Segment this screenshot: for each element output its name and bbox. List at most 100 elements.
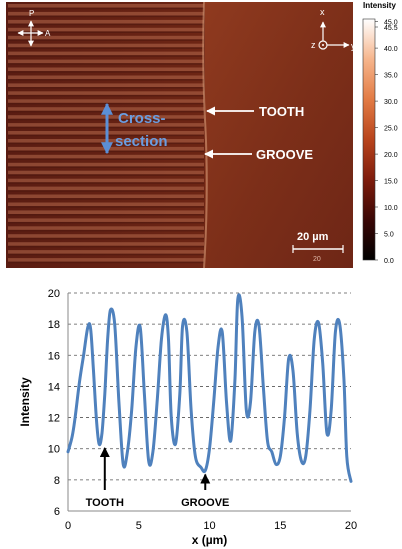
tooth-stripe bbox=[8, 261, 204, 264]
y-tick-label: 16 bbox=[48, 350, 60, 362]
groove-stripe bbox=[8, 4, 204, 8]
orientation-axes: x z y bbox=[311, 7, 356, 51]
cross-section-marker: Cross- section bbox=[101, 102, 168, 155]
colorbar-tick-label: 25.0 bbox=[384, 126, 398, 133]
colorbar: Intensity 45.545.0 40.0 35.0 30.0 25.0 20.0 15… bbox=[362, 1, 398, 265]
y-axis-label: y bbox=[351, 41, 356, 51]
tooth-stripe bbox=[8, 63, 204, 65]
groove-stripe bbox=[8, 99, 204, 103]
tooth-stripe bbox=[8, 198, 204, 200]
groove-stripe bbox=[8, 258, 204, 262]
x-tick-label: 15 bbox=[274, 520, 286, 532]
groove-stripe bbox=[8, 91, 204, 95]
z-axis-label: z bbox=[311, 40, 316, 50]
colorbar-tick-label: 35.0 bbox=[384, 73, 398, 80]
tooth-stripe bbox=[8, 47, 204, 49]
groove-stripe bbox=[8, 234, 204, 238]
tooth-stripe bbox=[8, 31, 204, 33]
tooth-stripe bbox=[8, 214, 204, 216]
tooth-stripe bbox=[8, 7, 204, 10]
x-axis-label: x bbox=[320, 7, 325, 17]
analyzer-label: A bbox=[45, 29, 51, 38]
tooth-stripe bbox=[8, 221, 204, 224]
groove-stripe bbox=[8, 170, 204, 175]
groove-stripe bbox=[8, 250, 204, 254]
tooth-stripe bbox=[8, 237, 204, 240]
groove-stripe bbox=[8, 43, 204, 48]
micrograph-annotations: TOOTH GROOVE bbox=[204, 104, 313, 162]
tooth-stripe bbox=[8, 94, 204, 97]
x-tick-label: 10 bbox=[203, 520, 215, 532]
groove-stripe bbox=[8, 11, 204, 16]
tooth-stripe bbox=[8, 229, 204, 232]
groove-stripe bbox=[8, 210, 204, 214]
colorbar-tick-label: 5.0 bbox=[384, 232, 394, 239]
colorbar-tick-label: 30.0 bbox=[384, 99, 398, 106]
y-tick-label: 12 bbox=[48, 413, 60, 425]
cross-section-label-line2: section bbox=[115, 133, 168, 150]
colorbar-tick-label: 20.0 bbox=[384, 152, 398, 159]
groove-stripe bbox=[8, 51, 204, 56]
scale-bar: 20 µm 20 bbox=[292, 231, 344, 263]
colorbar-tick-label: 15.0 bbox=[384, 179, 398, 186]
tooth-stripe bbox=[8, 87, 204, 89]
groove-stripe bbox=[8, 67, 204, 72]
groove-stripe bbox=[8, 35, 204, 40]
groove-stripe bbox=[8, 75, 204, 80]
y-tick-label: 20 bbox=[48, 288, 60, 300]
y-tick-label: 10 bbox=[48, 444, 60, 456]
tooth-stripe bbox=[8, 39, 204, 41]
cross-section-label-line1: Cross- bbox=[118, 110, 166, 127]
tooth-stripe bbox=[8, 245, 204, 248]
groove-label: GROOVE bbox=[256, 147, 313, 162]
micrograph-unpatterned-region bbox=[205, 2, 353, 268]
tooth-stripe bbox=[8, 15, 204, 18]
tooth-stripe bbox=[8, 174, 204, 176]
annotation-label: TOOTH bbox=[86, 497, 124, 509]
groove-stripe bbox=[8, 226, 204, 230]
tooth-stripe bbox=[8, 55, 204, 57]
groove-stripe bbox=[8, 194, 204, 199]
groove-stripe bbox=[8, 178, 204, 183]
colorbar-tick-label: 45.5 bbox=[384, 25, 398, 32]
polarizer-label: P bbox=[29, 9, 34, 18]
colorbar-gradient bbox=[362, 18, 376, 261]
tooth-stripe bbox=[8, 158, 204, 160]
pattern-edge bbox=[202, 1, 208, 269]
y-tick-label: 18 bbox=[48, 319, 60, 331]
intensity-series-line bbox=[66, 293, 353, 483]
orientation-cross-polarizer: P A bbox=[17, 9, 51, 47]
colorbar-title: Intensity bbox=[363, 1, 396, 10]
groove-stripe bbox=[8, 19, 204, 24]
y-tick-label: 8 bbox=[54, 475, 60, 487]
tooth-label: TOOTH bbox=[259, 104, 304, 119]
intensity-profile-chart: 6 8 10 12 14 16 18 20 0 5 10 15 20 TOOTH GROOVE Inte… bbox=[18, 288, 357, 547]
groove-stripe bbox=[8, 242, 204, 246]
tooth-stripe bbox=[8, 23, 204, 26]
y-tick-label: 6 bbox=[54, 506, 60, 518]
groove-stripe bbox=[8, 202, 204, 207]
x-tick-label: 0 bbox=[65, 520, 71, 532]
colorbar-tick-label: 10.0 bbox=[384, 205, 398, 212]
groove-stripe bbox=[8, 218, 204, 222]
y-tick-label: 14 bbox=[48, 381, 60, 393]
tooth-stripe bbox=[8, 253, 204, 256]
colorbar-tick-label: 40.0 bbox=[384, 46, 398, 53]
colorbar-tick-label: 0.0 bbox=[384, 258, 394, 265]
tooth-stripe bbox=[8, 71, 204, 73]
groove-stripe bbox=[8, 162, 204, 167]
tooth-stripe bbox=[8, 166, 204, 168]
tooth-stripe bbox=[8, 79, 204, 81]
tooth-stripe bbox=[8, 182, 204, 184]
x-tick-label: 20 bbox=[345, 520, 357, 532]
annotation-label: GROOVE bbox=[181, 497, 229, 509]
colorbar-tick-label: 45.0 bbox=[384, 20, 398, 27]
micrograph-image bbox=[6, 1, 353, 269]
x-tick-label: 5 bbox=[136, 520, 142, 532]
scale-bar-label: 20 µm bbox=[297, 231, 329, 243]
y-axis-title: Intensity bbox=[18, 377, 32, 427]
x-axis-title: x (µm) bbox=[192, 533, 228, 547]
tooth-stripe bbox=[8, 206, 204, 208]
groove-stripe bbox=[8, 59, 204, 64]
